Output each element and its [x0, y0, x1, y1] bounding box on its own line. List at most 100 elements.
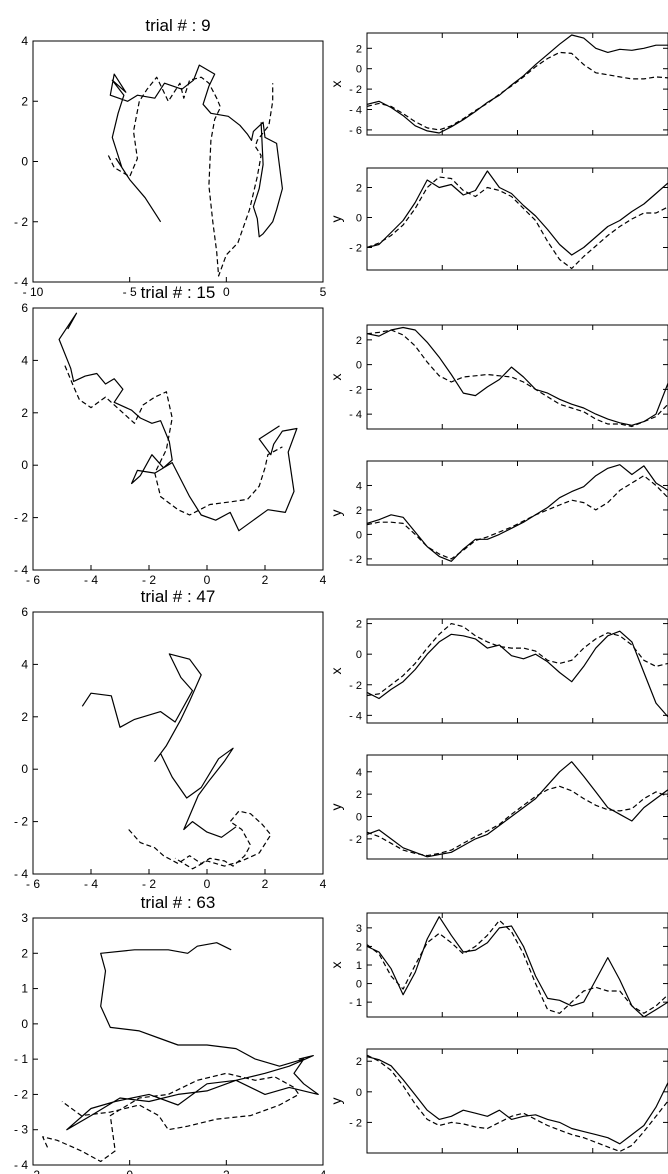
x-tick-label: - 2 — [26, 1168, 40, 1174]
y-tick-label: 0 — [356, 64, 362, 76]
y-tick-label: 3 — [356, 923, 362, 935]
y-tick-label: 2 — [21, 710, 28, 724]
y-tick-label: 2 — [356, 505, 362, 517]
solid-series-line — [367, 630, 668, 718]
x-tick-label: - 6 — [26, 877, 40, 891]
y-tick-label: - 2 — [349, 1117, 362, 1129]
y-axis-label: y — [328, 1098, 344, 1105]
y-tick-label: 0 — [356, 360, 362, 372]
y-tick-label: 0 — [21, 1017, 28, 1031]
solid-series-line — [109, 64, 283, 238]
y-tick-label: - 4 — [14, 275, 28, 289]
y-tick-label: 6 — [21, 301, 28, 315]
plot-frame — [366, 912, 668, 1018]
y-tick-label: 2 — [21, 946, 28, 960]
y-tick-label: - 2 — [349, 554, 362, 566]
y-tick-label: 4 — [356, 767, 362, 779]
y-tick-label: - 2 — [349, 384, 362, 396]
y-axis-label: y — [328, 510, 344, 517]
y-tick-label: - 2 — [349, 84, 362, 96]
y-tick-label: 0 — [356, 979, 362, 991]
y-axis-label: y — [328, 804, 344, 811]
solid-series-line — [66, 942, 319, 1131]
y-tick-label: - 4 — [14, 563, 28, 577]
y-tick-label: 1 — [356, 960, 362, 972]
x-tick-label: - 2 — [142, 877, 156, 891]
subplot-10: - 4 - 3 - 2 - 1 0 1 2 3 - 2 0 2 4 trial # : 63 — [14, 893, 327, 1174]
y-tick-label: 0 — [356, 213, 362, 225]
x-tick-label: 2 — [262, 573, 269, 587]
y-tick-label: - 2 — [349, 680, 362, 692]
solid-series-line — [81, 653, 237, 838]
y-axis-label: x — [328, 81, 344, 88]
x-tick-label: - 6 — [26, 573, 40, 587]
plot-frame — [32, 611, 324, 875]
y-tick-label: 0 — [21, 155, 28, 169]
y-tick-label: 4 — [356, 480, 362, 492]
dashed-series-line — [64, 365, 283, 516]
y-tick-label: 1 — [21, 982, 28, 996]
chart-title: trial # : 63 — [141, 893, 216, 912]
chart-title: trial # : 15 — [141, 283, 216, 302]
y-tick-label: - 3 — [14, 1123, 28, 1137]
y-tick-label: 0 — [21, 458, 28, 472]
dashed-series-line — [367, 1054, 668, 1153]
subplot-9: - 2 0 2 4 y — [328, 754, 668, 860]
chart-title: trial # : 9 — [145, 16, 210, 35]
plot-frame — [32, 917, 324, 1166]
solid-series-line — [367, 1056, 668, 1145]
subplot-2: - 6 - 4 - 2 0 2 x — [328, 32, 668, 137]
x-tick-label: 2 — [223, 1168, 230, 1174]
dashed-series-line — [42, 1072, 300, 1163]
dashed-series-line — [367, 51, 668, 131]
y-tick-label: - 2 — [14, 815, 28, 829]
y-axis-label: y — [328, 216, 344, 223]
x-tick-label: 0 — [204, 573, 211, 587]
x-tick-label: 4 — [320, 1168, 327, 1174]
dashed-series-line — [107, 76, 274, 277]
x-tick-label: 4 — [320, 877, 327, 891]
y-tick-label: - 4 — [14, 867, 28, 881]
subplot-12: - 2 0 2 y — [328, 1048, 668, 1154]
y-tick-label: 2 — [356, 43, 362, 55]
y-tick-label: 2 — [356, 183, 362, 195]
y-tick-label: 0 — [21, 762, 28, 776]
x-tick-label: 0 — [204, 877, 211, 891]
y-tick-label: 2 — [356, 335, 362, 347]
y-tick-label: 2 — [356, 1056, 362, 1068]
solid-series-line — [367, 170, 668, 256]
y-tick-label: - 4 — [349, 710, 362, 722]
y-tick-label: - 1 — [14, 1052, 28, 1066]
y-tick-label: - 4 — [14, 1158, 28, 1172]
y-tick-label: 0 — [356, 529, 362, 541]
y-tick-label: - 4 — [349, 409, 362, 421]
y-tick-label: 2 — [21, 406, 28, 420]
y-tick-label: - 2 — [349, 834, 362, 846]
solid-series-line — [367, 916, 668, 1017]
solid-series-line — [367, 761, 668, 858]
x-tick-label: - 4 — [84, 877, 98, 891]
y-tick-label: - 2 — [14, 215, 28, 229]
y-tick-label: 4 — [21, 353, 28, 367]
x-tick-label: 5 — [320, 285, 327, 299]
y-axis-label: x — [328, 962, 344, 969]
y-tick-label: 2 — [356, 789, 362, 801]
y-tick-label: - 4 — [349, 105, 362, 117]
x-tick-label: - 5 — [123, 285, 137, 299]
y-tick-label: 4 — [21, 657, 28, 671]
dashed-series-line — [367, 475, 668, 560]
x-tick-label: - 2 — [142, 573, 156, 587]
plot-frame — [366, 754, 668, 860]
plot-frame — [366, 167, 668, 271]
dashed-series-line — [367, 176, 668, 270]
x-tick-label: 4 — [320, 573, 327, 587]
x-tick-label: - 10 — [23, 285, 44, 299]
x-tick-label: 2 — [262, 877, 269, 891]
subplot-1: - 4 - 2 0 2 4 - 10 - 5 0 5 trial # : 9 — [14, 16, 327, 299]
x-tick-label: 0 — [126, 1168, 133, 1174]
y-tick-label: - 2 — [349, 243, 362, 255]
x-tick-label: 0 — [223, 285, 230, 299]
y-tick-label: 6 — [21, 605, 28, 619]
